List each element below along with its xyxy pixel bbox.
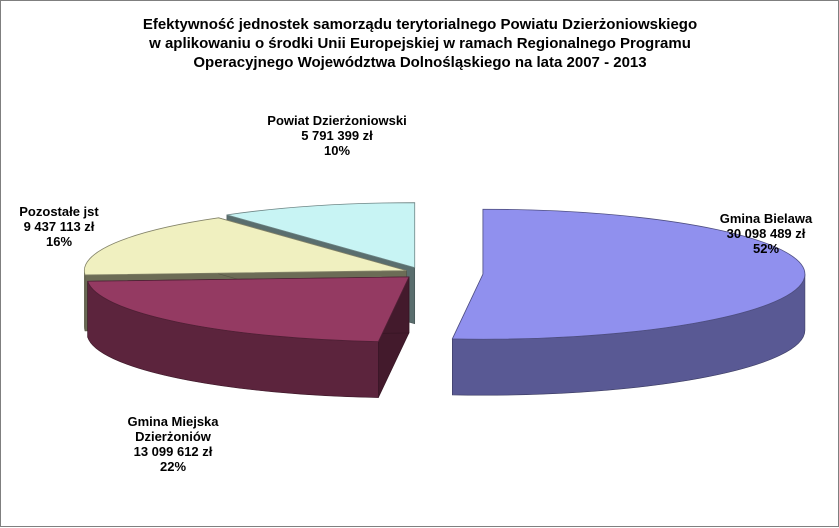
slice-label: Pozostałe jst 9 437 113 zł 16%: [19, 204, 99, 249]
slice-label: Powiat Dzierżoniowski 5 791 399 zł 10%: [267, 113, 406, 158]
chart-title-line-3: Operacyjnego Województwa Dolnośląskiego …: [193, 54, 646, 71]
chart-title-line-1: Efektywność jednostek samorządu terytori…: [143, 16, 697, 33]
slice-label-line: 9 437 113 zł: [24, 219, 95, 234]
slice-label: Gmina Bielawa 30 098 489 zł 52%: [720, 211, 813, 256]
slice-label-line: 22%: [160, 459, 186, 474]
slice-label-line: Pozostałe jst: [19, 204, 99, 219]
pie-slice-top: [87, 276, 410, 343]
chart-title-line-2: w aplikowaniu o środki Unii Europejskiej…: [148, 35, 691, 52]
slice-label-line: Gmina Miejska: [127, 414, 219, 429]
slice-label-line: 16%: [46, 234, 72, 249]
pie-slice-top: [451, 208, 806, 340]
slice-label-line: 10%: [324, 143, 350, 158]
slice-label-line: Gmina Bielawa: [720, 211, 813, 226]
pie-slice-outer-wall: [84, 270, 86, 332]
pie-slice: [451, 208, 806, 396]
pie-slice: [87, 276, 410, 398]
pie-slice-top: [84, 217, 407, 276]
pie-slice-top: [226, 202, 416, 269]
slice-label-line: Dzierżoniów: [135, 429, 212, 444]
slice-label-line: 30 098 489 zł: [727, 226, 806, 241]
slice-label-line: 52%: [753, 241, 779, 256]
slice-label-line: 13 099 612 zł: [134, 444, 213, 459]
slice-labels: Gmina Bielawa 30 098 489 zł 52% Gmina Miejs…: [19, 113, 813, 474]
slice-label-line: 5 791 399 zł: [301, 128, 373, 143]
pie-slices: [84, 202, 806, 398]
slice-label: Gmina Miejska Dzierżoniów 13 099 612 zł 22%: [127, 414, 219, 474]
slice-label-line: Powiat Dzierżoniowski: [267, 113, 406, 128]
